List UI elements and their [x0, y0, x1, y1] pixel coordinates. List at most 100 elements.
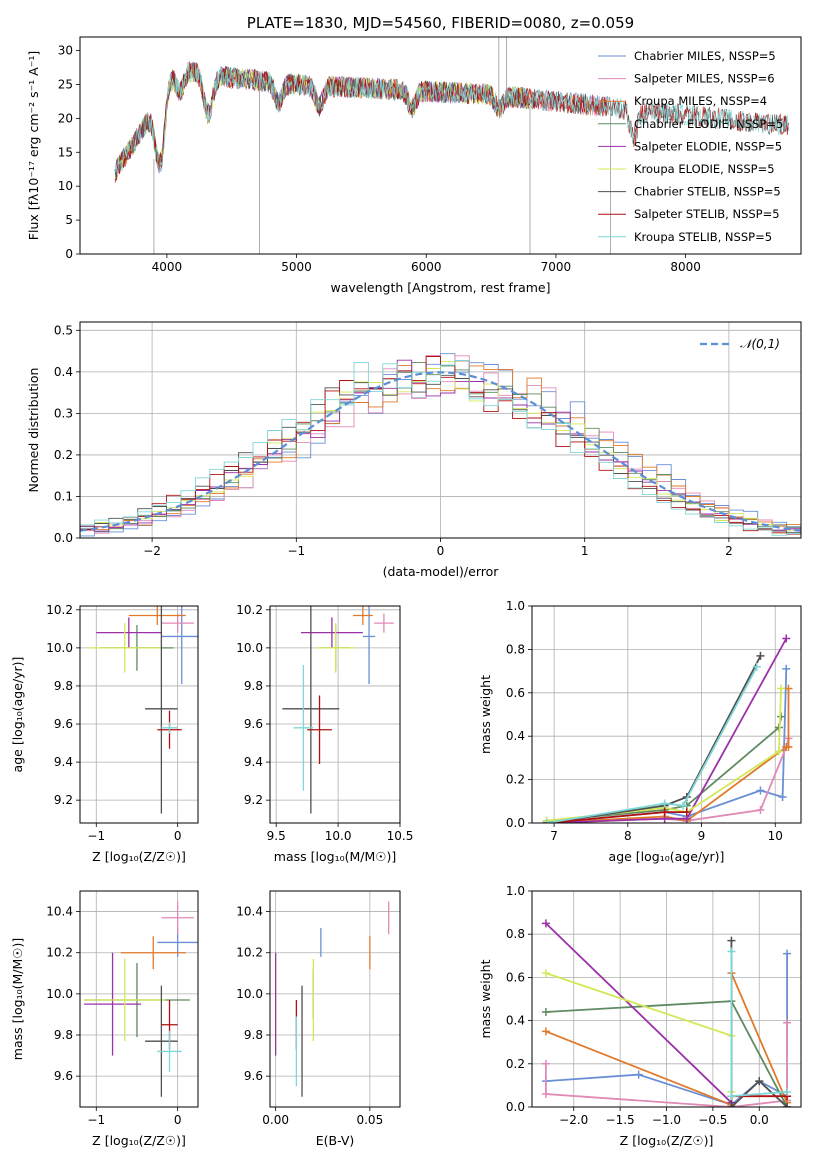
panel-5: −1 0 9.6 9.8 10.0 10.2 10.4 Z [log₁₀(Z/Z☉)] mass… [10, 890, 199, 1148]
x-tick-label: −1 [287, 544, 305, 558]
axes-frame-2 [79, 605, 199, 824]
error-bar-point [84, 952, 142, 1056]
x-tick-label: 0.0 [750, 1113, 769, 1127]
y-tick-label: 9.2 [54, 793, 73, 807]
mass-weight-marker [541, 969, 550, 978]
x-tick-label: 0 [174, 1113, 182, 1127]
histogram-step [80, 359, 801, 532]
y-tick-label: 10.0 [46, 641, 73, 655]
error-bar-point [362, 606, 376, 685]
legend-label: Salpeter ELODIE, NSSP=5 [634, 139, 782, 153]
legend-label: Kroupa STELIB, NSSP=5 [634, 230, 772, 244]
x-tick-label: 5000 [281, 260, 312, 274]
mass-weight-line [546, 668, 788, 823]
legend: 𝒩(0,1) [700, 337, 780, 351]
y-tick-label: 0.6 [506, 970, 525, 984]
x-tick-label: 7000 [541, 260, 572, 274]
plot-area-5 [80, 891, 198, 1107]
mass-weight-marker [660, 799, 669, 808]
mass-weight-marker [774, 747, 783, 756]
plot-area-1 [80, 322, 801, 538]
x-axis-label: age [log₁₀(age/yr)] [609, 849, 725, 864]
y-tick-label: 0.5 [54, 323, 73, 337]
axes-frame-4 [531, 605, 802, 824]
histogram-step [80, 360, 801, 536]
y-tick-label: 10.4 [236, 905, 263, 919]
x-tick-label: 10 [768, 829, 783, 843]
mass-weight-marker [542, 819, 551, 823]
error-bar-point [145, 985, 178, 1097]
error-bar-point [161, 722, 178, 734]
mass-weight-marker [541, 1059, 550, 1068]
x-tick-label: −1 [87, 829, 105, 843]
mass-weight-marker [634, 1070, 643, 1079]
axes-frame-0 [79, 36, 802, 255]
mass-weight-marker [727, 1103, 736, 1107]
y-tick-label: 10.2 [236, 946, 263, 960]
y-tick-label: 9.2 [244, 793, 263, 807]
y-tick-label: 9.8 [54, 679, 73, 693]
x-tick-label: 2 [725, 544, 733, 558]
mass-weight-line [546, 638, 788, 823]
y-tick-label: 10.2 [236, 603, 263, 617]
y-tick-label: 10.2 [46, 603, 73, 617]
x-tick-label: −2.0 [559, 1113, 588, 1127]
error-bar-point [161, 606, 198, 685]
mass-weight-marker [784, 684, 793, 693]
x-tick-label: −1.5 [606, 1113, 635, 1127]
axes-frame-3 [269, 605, 401, 824]
y-axis-label: age [log₁₀(age/yr)] [10, 657, 25, 773]
y-tick-label: 9.4 [54, 755, 73, 769]
legend-label: Chabrier MILES, NSSP=5 [634, 49, 776, 63]
axes-frame-5 [79, 890, 199, 1108]
mass-weight-marker [727, 936, 736, 945]
mass-weight-marker [541, 1090, 550, 1099]
mass-weight-marker [782, 634, 791, 643]
legend: Chabrier MILES, NSSP=5 Salpeter MILES, NS… [598, 49, 783, 244]
legend-label: Kroupa ELODIE, NSSP=5 [634, 162, 775, 176]
mass-weight-marker [755, 1077, 764, 1086]
mass-weight-line [546, 666, 758, 823]
x-tick-label: 10.5 [387, 829, 414, 843]
y-tick-label: 9.4 [244, 755, 263, 769]
y-tick-label: 9.8 [244, 1028, 263, 1042]
mass-weight-marker [783, 949, 792, 958]
mass-weight-marker [541, 1007, 550, 1016]
plot-area-4 [532, 606, 801, 823]
y-tick-label: 10 [58, 179, 73, 193]
axes-frame-7 [531, 890, 802, 1108]
y-tick-label: 20 [58, 111, 73, 125]
y-tick-label: 9.6 [54, 1069, 73, 1083]
x-tick-label: 7 [550, 829, 558, 843]
axes-frame-1 [79, 321, 802, 539]
x-tick-label: 4000 [152, 260, 183, 274]
y-tick-label: 5 [65, 213, 73, 227]
error-bar-point [120, 936, 186, 970]
x-axis-label: Z [log₁₀(Z/Z☉)] [92, 1133, 186, 1148]
y-axis-label: mass weight [478, 959, 493, 1038]
x-tick-label: 10.0 [325, 829, 352, 843]
plot-area-6 [270, 891, 400, 1107]
x-axis-label: Z [log₁₀(Z/Z☉)] [92, 849, 186, 864]
y-tick-label: 9.6 [54, 717, 73, 731]
mass-weight-marker [541, 919, 550, 928]
y-tick-label: 0.0 [506, 1100, 525, 1114]
legend-label: Salpeter STELIB, NSSP=5 [634, 207, 780, 221]
x-axis-label: E(B-V) [316, 1133, 355, 1148]
error-bar-point [84, 958, 166, 1042]
y-axis-label: mass weight [478, 675, 493, 754]
normal-curve [80, 371, 801, 532]
mass-weight-marker [756, 805, 765, 814]
panel-6: 0.00 0.05 9.6 9.8 10.0 10.2 10.4 E(B-V) [236, 890, 401, 1148]
mass-weight-marker [782, 664, 791, 673]
y-tick-label: 1.0 [506, 884, 525, 898]
error-bar-point [157, 1030, 182, 1073]
mass-weight-marker [727, 947, 736, 956]
y-tick-label: 0 [65, 247, 73, 261]
mass-weight-marker [783, 1103, 792, 1107]
mass-weight-marker [783, 1018, 792, 1027]
error-bar-point [307, 695, 332, 764]
plot-area-2 [80, 606, 198, 823]
y-tick-label: 30 [58, 44, 73, 58]
mass-weight-line [545, 922, 733, 1104]
